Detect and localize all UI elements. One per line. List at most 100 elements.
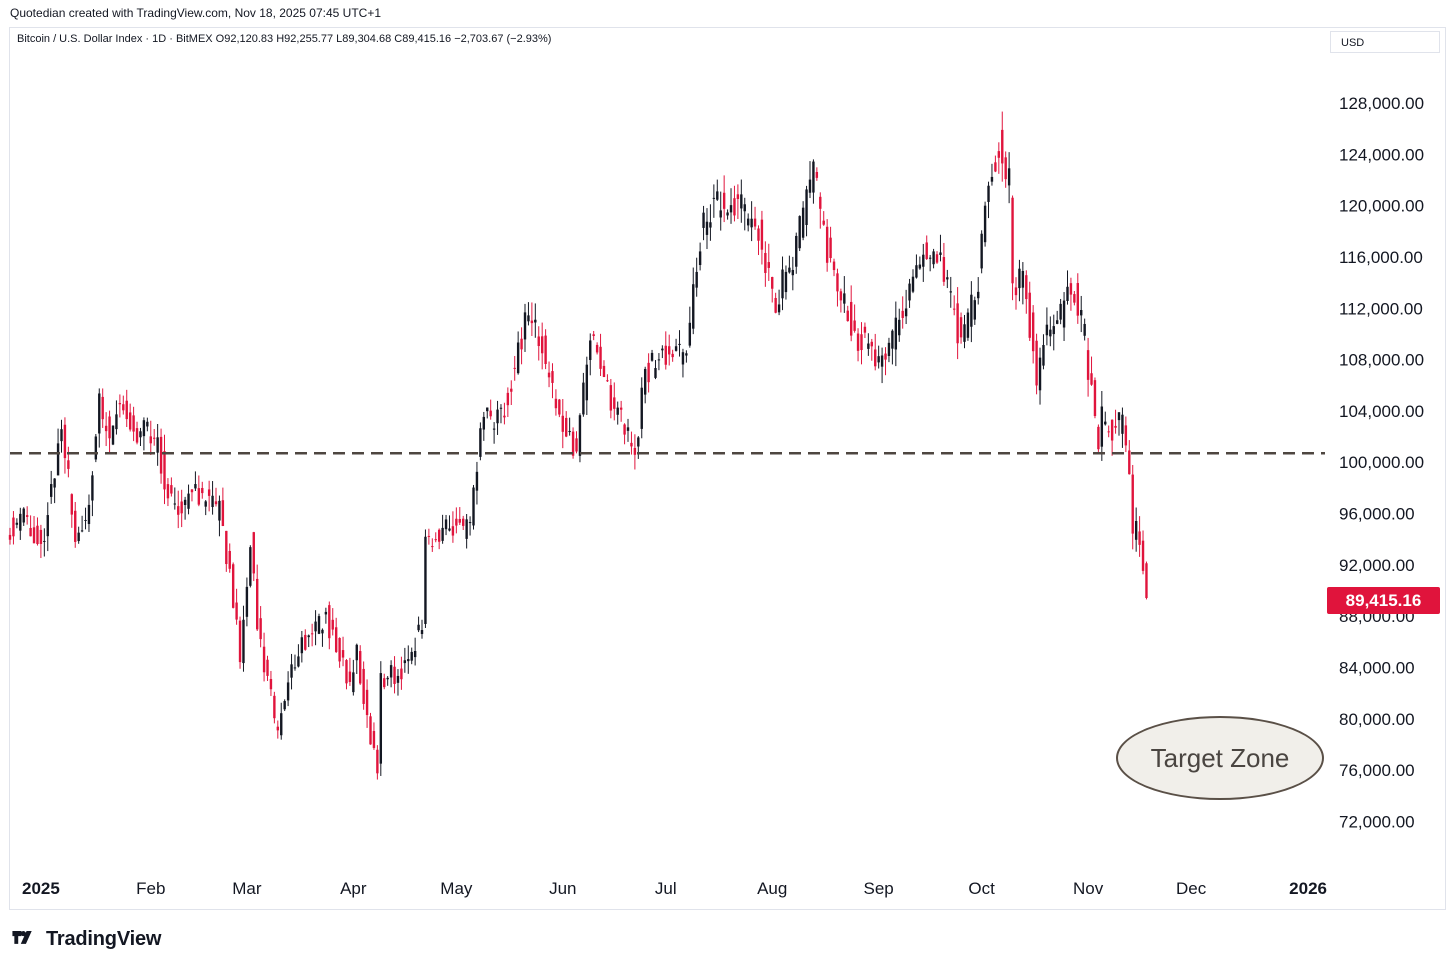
candle-body bbox=[616, 407, 619, 415]
candle-body bbox=[91, 475, 94, 501]
candle bbox=[856, 328, 860, 362]
candle-body bbox=[479, 428, 482, 457]
candle-body bbox=[1114, 425, 1117, 428]
candle-body bbox=[753, 218, 757, 227]
x-tick-label: Apr bbox=[340, 879, 367, 898]
candle bbox=[928, 254, 932, 272]
candle-body bbox=[963, 324, 966, 342]
candle bbox=[740, 179, 743, 223]
candle bbox=[396, 669, 400, 696]
candle-body bbox=[153, 437, 156, 439]
candle bbox=[932, 248, 935, 269]
candle-body bbox=[379, 673, 383, 764]
candle-body bbox=[935, 254, 939, 263]
candle bbox=[407, 645, 410, 674]
candle-body bbox=[702, 212, 705, 228]
candle-body bbox=[53, 478, 56, 488]
candle bbox=[1083, 318, 1086, 341]
currency-button[interactable]: USD bbox=[1330, 31, 1440, 53]
candle-body bbox=[362, 668, 365, 704]
target-zone-annotation[interactable]: Target Zone bbox=[1116, 716, 1324, 800]
candle-body bbox=[681, 352, 685, 365]
candle bbox=[32, 516, 36, 544]
candle bbox=[925, 235, 928, 261]
candle-body bbox=[417, 624, 420, 631]
candle bbox=[698, 242, 702, 271]
candle-body bbox=[365, 689, 369, 716]
candle bbox=[417, 616, 420, 633]
candle-body bbox=[832, 261, 836, 271]
candle-body bbox=[118, 403, 122, 405]
candle bbox=[420, 619, 424, 639]
candle-body bbox=[791, 269, 795, 276]
candle bbox=[729, 188, 733, 224]
candle-body bbox=[15, 522, 19, 525]
candle bbox=[880, 347, 884, 384]
candle-body bbox=[547, 372, 551, 378]
candle bbox=[952, 295, 956, 316]
candle-body bbox=[12, 517, 15, 537]
candle-body bbox=[513, 367, 516, 369]
candle-body bbox=[444, 519, 448, 530]
candle-body bbox=[853, 320, 856, 331]
candle-body bbox=[1097, 426, 1100, 450]
candle bbox=[328, 601, 331, 650]
candle-body bbox=[310, 633, 314, 635]
candle bbox=[359, 645, 362, 685]
candle-body bbox=[815, 171, 819, 178]
candle bbox=[1121, 407, 1124, 448]
candle-body bbox=[613, 397, 616, 409]
candle bbox=[70, 493, 74, 528]
candle-body bbox=[111, 425, 115, 445]
candle-body bbox=[1107, 431, 1110, 433]
candle-body bbox=[771, 277, 774, 289]
candle bbox=[726, 209, 729, 220]
candle-body bbox=[221, 500, 225, 526]
candle-body bbox=[956, 303, 959, 344]
candle-body bbox=[266, 659, 269, 676]
candle-body bbox=[915, 265, 918, 278]
candle-body bbox=[207, 489, 211, 496]
candle-body bbox=[122, 404, 125, 411]
candle-body bbox=[760, 219, 764, 250]
candle-body bbox=[939, 252, 942, 255]
candle bbox=[877, 345, 880, 369]
candle bbox=[80, 515, 84, 533]
candle-body bbox=[980, 233, 983, 269]
candle-body bbox=[860, 334, 863, 351]
candle-body bbox=[1028, 292, 1031, 338]
candle-body bbox=[283, 701, 286, 710]
candle bbox=[139, 427, 142, 446]
tradingview-logo[interactable]: TradingView bbox=[10, 928, 161, 951]
candle-body bbox=[729, 205, 733, 213]
candle bbox=[1007, 152, 1011, 204]
candle-body bbox=[448, 528, 451, 531]
candle bbox=[125, 389, 128, 427]
candle-body bbox=[705, 221, 709, 235]
candle bbox=[434, 532, 437, 543]
candle-body bbox=[695, 271, 698, 288]
time-axis: 2025 Feb Mar Apr May Jun Jul Aug Sep Oct Nov Dec 202… bbox=[22, 879, 1327, 898]
candle-body bbox=[369, 716, 372, 745]
candle-body bbox=[1045, 324, 1049, 336]
candle bbox=[1114, 409, 1117, 434]
tradingview-logo-icon bbox=[12, 930, 32, 944]
candle-body bbox=[894, 317, 898, 350]
candle bbox=[987, 181, 990, 219]
candle-body bbox=[1073, 294, 1076, 303]
candle bbox=[77, 526, 80, 544]
candle-body bbox=[1007, 168, 1011, 186]
candle-body bbox=[922, 254, 925, 267]
candle bbox=[568, 417, 571, 436]
candle bbox=[832, 258, 836, 277]
candle bbox=[530, 302, 534, 336]
candle bbox=[153, 429, 156, 446]
candle bbox=[602, 360, 606, 378]
candle-body bbox=[441, 527, 444, 541]
candle bbox=[795, 232, 798, 274]
candle bbox=[39, 524, 43, 559]
candle-body bbox=[146, 421, 149, 427]
candle bbox=[527, 302, 530, 326]
candle-body bbox=[482, 416, 486, 430]
